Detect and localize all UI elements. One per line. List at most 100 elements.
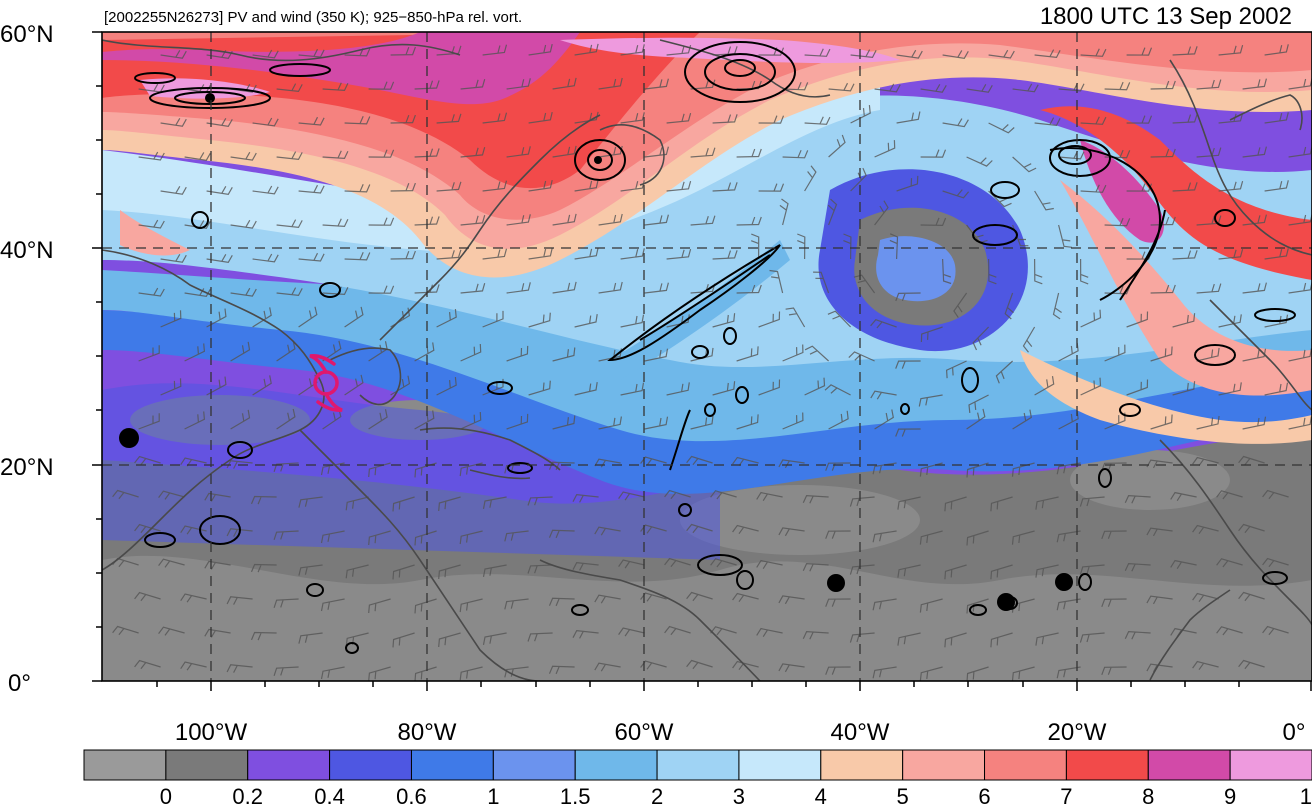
wind-barb: [988, 49, 1015, 59]
wind-barb: [920, 217, 947, 227]
wind-barb: [320, 462, 345, 476]
wind-barb: [204, 628, 231, 638]
wind-barb: [206, 376, 227, 396]
colorbar-label: 9: [1224, 784, 1236, 809]
wind-barb: [736, 80, 762, 90]
wind-barb: [1238, 455, 1265, 466]
wind-barb: [572, 493, 599, 503]
wind-barb: [504, 666, 529, 678]
wind-barb: [1011, 530, 1035, 545]
wind-barb: [574, 247, 599, 260]
wind-barb: [1058, 224, 1072, 248]
wind-barb: [1124, 562, 1151, 572]
wind-barb: [1242, 78, 1267, 90]
wind-barb: [779, 198, 789, 226]
wind-barb: [686, 659, 713, 670]
wind-barb: [782, 412, 804, 430]
wind-barb: [112, 625, 139, 636]
wind-barb: [1080, 309, 1102, 328]
wind-barb: [273, 598, 299, 608]
wind-barb: [1035, 564, 1059, 578]
wind-barb: [158, 490, 185, 500]
wind-barb: [620, 314, 645, 328]
wind-barb: [1150, 284, 1176, 294]
wind-barb: [1146, 663, 1173, 673]
wind-barb: [778, 663, 805, 673]
wind-barb: [1192, 592, 1219, 603]
wind-barb: [506, 282, 531, 294]
wind-barb: [527, 496, 553, 506]
wind-barb: [276, 287, 303, 297]
pv-field-midlatitudes: [102, 80, 1312, 494]
wind-barb: [1172, 114, 1198, 124]
wind-barb: [988, 190, 1012, 208]
wind-barb: [1104, 217, 1131, 227]
wind-barb: [276, 151, 303, 161]
wind-barb: [732, 592, 759, 603]
wind-barb: [1011, 666, 1035, 681]
wind-barb: [368, 285, 395, 294]
wind-barb: [320, 530, 345, 544]
wind-barb: [897, 564, 921, 578]
wind-barb: [870, 390, 897, 400]
wind-barb: [872, 462, 897, 475]
lon-label-100w: 100°W: [175, 719, 248, 746]
wind-barb: [552, 281, 577, 294]
wind-barb: [226, 664, 253, 673]
wind-barb: [276, 219, 303, 229]
wind-barb: [322, 218, 349, 228]
wind-barb: [368, 598, 391, 614]
colorbar-label: 0.2: [232, 784, 263, 809]
wind-barb: [944, 632, 967, 648]
lon-label-60w: 60°W: [615, 719, 674, 746]
wind-barb: [966, 84, 993, 93]
wind-barb: [322, 340, 342, 362]
wind-barb: [872, 666, 897, 679]
wind-barb: [710, 626, 737, 636]
wind-barb: [736, 284, 762, 294]
wind-barb: [1034, 258, 1043, 285]
wind-barb: [1056, 530, 1081, 543]
colorbar: 0 0.2 0.4 0.6 1 1.5 2 3 4 5 6 7 8 9 10: [83, 749, 1312, 809]
wind-barb: [482, 180, 508, 192]
wind-barb: [368, 409, 388, 430]
wind-barb: [620, 180, 645, 192]
wind-barb: [640, 660, 667, 670]
wind-barb: [1172, 381, 1196, 396]
wind-barb: [1034, 190, 1054, 211]
wind-barb: [572, 561, 599, 571]
colorbar-swatch: [574, 749, 658, 781]
wind-barb: [345, 564, 369, 579]
wind-barb: [1196, 347, 1220, 362]
colorbar-swatch: [820, 749, 904, 781]
wind-barb: [640, 524, 667, 534]
wind-barb: [1012, 83, 1039, 93]
wind-barb: [782, 81, 809, 91]
wind-barb: [184, 288, 211, 297]
lon-label-80w: 80°W: [398, 719, 457, 746]
wind-barb: [640, 592, 667, 602]
wind-barb: [827, 310, 852, 328]
wind-barb: [920, 326, 943, 343]
wind-barb: [966, 666, 989, 681]
colorbar-swatch: [83, 749, 167, 781]
wind-barb: [988, 122, 1015, 134]
wind-barb: [897, 496, 921, 510]
wind-barb: [598, 281, 623, 294]
wind-barb: [112, 489, 139, 500]
wind-barb: [644, 416, 669, 430]
wind-barb: [138, 287, 165, 297]
wind-barb: [322, 150, 349, 160]
wind-barb: [778, 595, 805, 605]
wind-barb: [896, 111, 921, 124]
wind-barb: [828, 82, 855, 92]
wind-barb: [664, 557, 691, 568]
wind-barb: [758, 311, 781, 328]
wind-barb: [782, 149, 809, 159]
wind-barb: [552, 347, 576, 362]
latitude-labels: 60°N 40°N 20°N 0°: [0, 21, 54, 697]
wind-barb: [368, 149, 395, 158]
wind-barb: [1242, 146, 1267, 158]
wind-barb: [712, 182, 738, 192]
wind-barb: [206, 254, 233, 263]
